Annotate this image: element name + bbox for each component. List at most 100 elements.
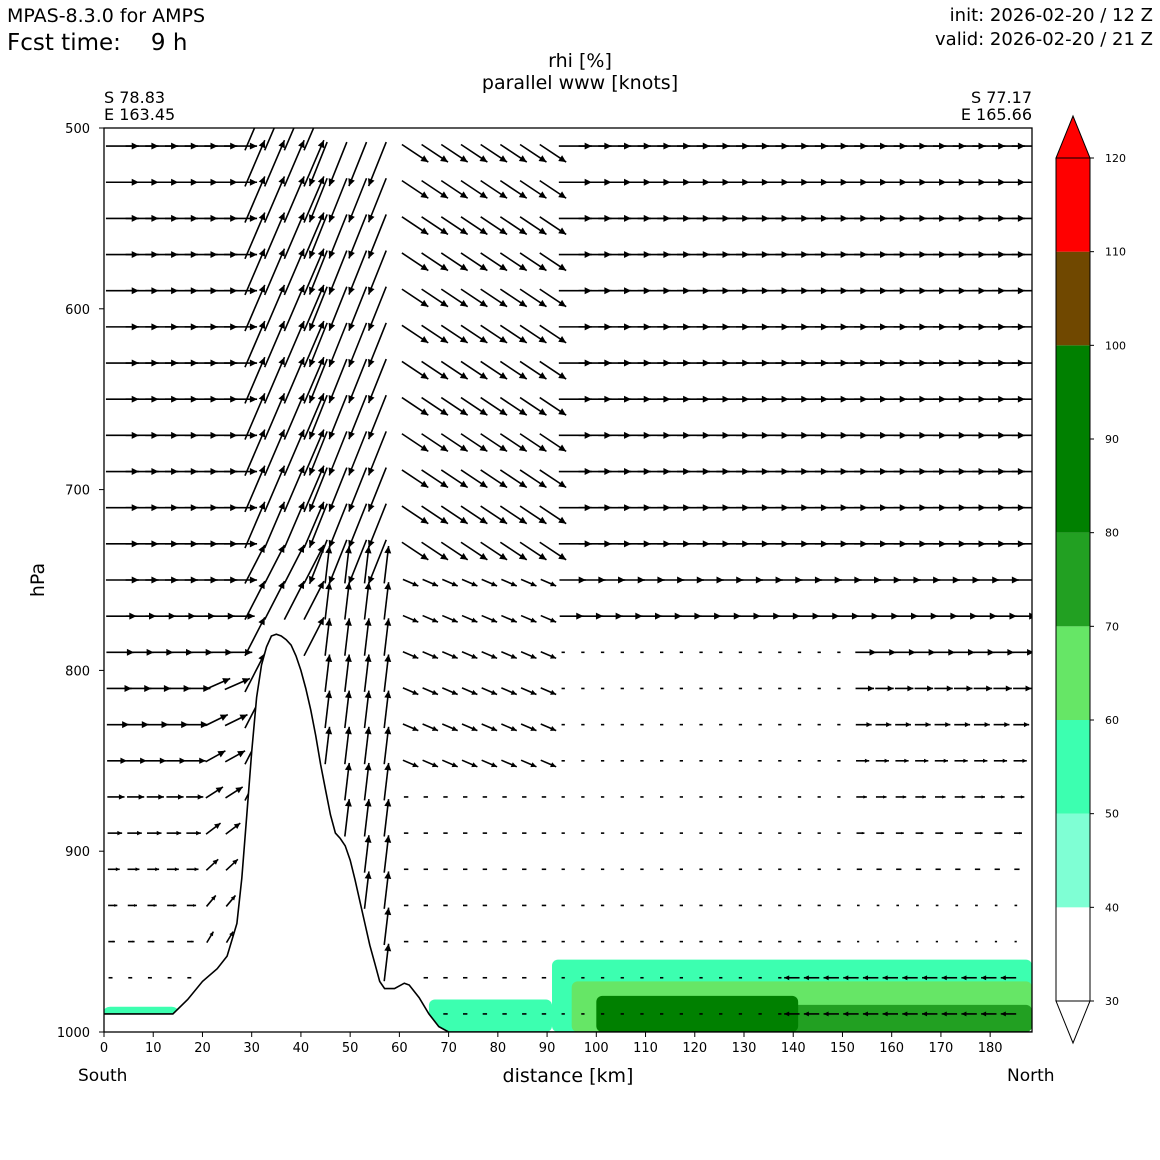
wind-vector xyxy=(186,867,199,872)
wind-vector xyxy=(499,324,528,344)
wind-vector xyxy=(797,723,802,726)
wind-vector xyxy=(402,614,419,623)
colorbar-tick-label: 100 xyxy=(1105,339,1126,352)
wind-vector xyxy=(519,324,547,344)
wind-vector xyxy=(225,894,237,907)
wind-vector xyxy=(421,324,449,344)
wind-vector xyxy=(460,360,488,380)
wind-vector xyxy=(561,759,565,762)
wind-vector xyxy=(383,545,392,584)
wind-vector xyxy=(107,794,125,800)
wind-vector xyxy=(421,179,449,199)
wind-vector xyxy=(660,868,664,871)
wind-vector xyxy=(540,723,557,732)
x-tick-label: 140 xyxy=(781,1041,806,1056)
wind-vector xyxy=(502,904,507,907)
wind-vector xyxy=(348,286,368,332)
wind-vector xyxy=(1011,326,1032,328)
wind-vector xyxy=(440,433,469,453)
wind-vector xyxy=(539,541,567,561)
wind-vector xyxy=(403,796,409,798)
wind-vector xyxy=(981,1011,997,1017)
wind-vector xyxy=(421,143,449,163)
start-lon: E 163.45 xyxy=(104,105,176,124)
wind-vector xyxy=(303,465,325,513)
wind-vector xyxy=(699,1013,703,1015)
wind-vector xyxy=(875,795,887,799)
wind-vector xyxy=(581,796,585,798)
wind-vector xyxy=(367,467,387,512)
wind-vector xyxy=(303,356,325,404)
wind-vector xyxy=(303,393,325,440)
wind-vector xyxy=(679,759,683,762)
wind-vector xyxy=(402,578,419,587)
wind-vector xyxy=(817,832,821,834)
wind-vector xyxy=(328,177,348,223)
wind-vector xyxy=(837,868,841,871)
wind-vector xyxy=(600,1013,605,1015)
wind-vector xyxy=(461,723,478,732)
wind-vector xyxy=(283,465,305,513)
wind-vector xyxy=(856,795,867,799)
wind-vector xyxy=(620,976,624,979)
wind-vector xyxy=(502,832,507,834)
wind-vector xyxy=(895,722,912,728)
wind-vector xyxy=(460,433,488,453)
x-tick-label: 70 xyxy=(440,1041,457,1056)
wind-vector xyxy=(738,687,743,690)
wind-vector xyxy=(480,433,508,453)
wind-vector xyxy=(367,322,387,368)
wind-vector xyxy=(738,940,743,943)
wind-vector xyxy=(263,465,286,513)
wind-vector xyxy=(994,831,1003,835)
wind-vector xyxy=(499,433,528,453)
wind-vector xyxy=(383,690,392,729)
wind-vector xyxy=(460,505,488,525)
wind-vector xyxy=(460,216,488,236)
wind-vector xyxy=(441,578,459,587)
wind-vector xyxy=(224,468,258,475)
wind-vector xyxy=(719,976,723,979)
wind-vector xyxy=(561,940,565,943)
wind-vector xyxy=(719,940,723,943)
wind-vector xyxy=(660,723,664,726)
wind-vector xyxy=(401,433,429,453)
wind-vector xyxy=(244,429,266,477)
wind-vector xyxy=(797,832,802,834)
wind-vector xyxy=(440,288,469,308)
forecast-time: Fcst time: 9 h xyxy=(7,30,187,56)
colorbar: 30 40 50 60 70 80 90 100 110 120 xyxy=(1055,114,1126,1045)
wind-vector xyxy=(520,578,537,587)
wind-vector xyxy=(502,868,507,871)
wind-vector xyxy=(401,179,429,199)
wind-vector xyxy=(363,690,372,729)
wind-vector xyxy=(480,288,508,308)
wind-vector xyxy=(561,651,565,654)
wind-vector xyxy=(1012,612,1032,620)
wind-vector xyxy=(421,433,449,453)
colorbar-segment xyxy=(1056,158,1090,252)
wind-vector xyxy=(640,904,644,907)
x-tick-label: 20 xyxy=(194,1041,211,1056)
wind-vector xyxy=(421,541,449,561)
wind-vector xyxy=(348,214,368,259)
wind-vector xyxy=(502,796,507,798)
wind-vector xyxy=(974,831,983,835)
x-tick-label: 150 xyxy=(830,1041,855,1056)
wind-vector xyxy=(328,214,348,259)
wind-vector xyxy=(738,723,743,726)
wind-vector xyxy=(738,759,743,762)
wind-vector xyxy=(367,394,387,440)
wind-vector xyxy=(620,1013,624,1015)
wind-vector xyxy=(480,469,508,489)
wind-vector xyxy=(719,651,723,654)
wind-vector xyxy=(882,975,899,981)
wind-vector xyxy=(303,429,325,477)
wind-vector xyxy=(328,250,348,295)
wind-vector xyxy=(855,648,877,656)
wind-vector xyxy=(421,216,449,236)
start-lat: S 78.83 xyxy=(104,88,166,107)
wind-vector xyxy=(974,758,988,763)
wind-vector xyxy=(1011,253,1032,256)
wind-vector xyxy=(308,503,328,548)
